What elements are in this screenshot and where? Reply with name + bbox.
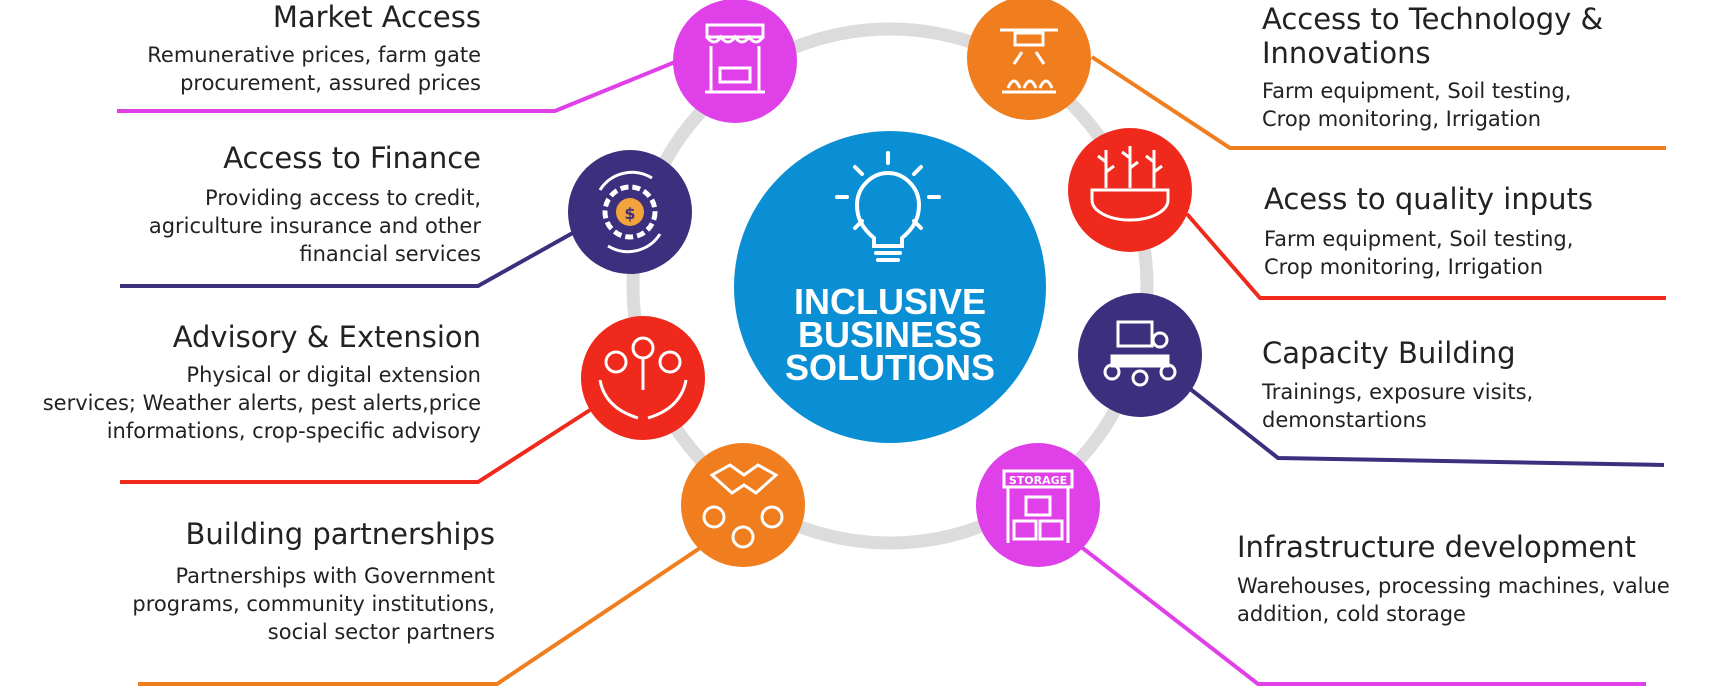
technology-desc-line2: Crop monitoring, Irrigation [1262, 107, 1542, 131]
partnerships-block: Building partnerships Partnerships with … [15, 517, 495, 646]
lightbulb-icon [835, 151, 941, 262]
finance-title: Access to Finance [223, 141, 481, 175]
center-circle [734, 131, 1046, 443]
connector-finance [120, 228, 579, 288]
connector-technology [1090, 55, 1666, 150]
market-access-block: Market Access Remunerative prices, farm … [21, 0, 481, 97]
partnerships-desc-line1: Partnerships with Government [175, 564, 495, 588]
capacity-desc-line1: Trainings, exposure visits, [1262, 380, 1534, 404]
inputs-desc-line1: Farm equipment, Soil testing, [1264, 227, 1574, 251]
technology-title-line1: Access to Technology & [1262, 2, 1604, 36]
market-access-desc-line2: procurement, assured prices [180, 71, 481, 95]
technology-block: Access to Technology & Innovations Farm … [1262, 2, 1702, 133]
capacity-block: Capacity Building Trainings, exposure vi… [1262, 336, 1702, 434]
infrastructure-desc-line1: Warehouses, processing machines, value [1237, 574, 1670, 598]
connector-inputs [1185, 212, 1666, 300]
technology-desc-line1: Farm equipment, Soil testing, [1262, 79, 1572, 103]
storage-icon: STORAGE [976, 443, 1100, 567]
finance-desc-line2: agriculture insurance and other [148, 214, 481, 238]
finance-block: Access to Finance Providing access to cr… [1, 141, 481, 268]
connector-partnerships [138, 546, 702, 686]
plants-gear-icon [1068, 128, 1192, 252]
infrastructure-desc-line2: addition, cold storage [1237, 602, 1466, 626]
center-title-line3: SOLUTIONS [785, 347, 995, 388]
finance-desc-line3: financial services [299, 242, 481, 266]
drone-icon [967, 0, 1091, 120]
market-stall-icon [673, 0, 797, 123]
finance-gear-icon: $ [568, 150, 692, 274]
outer-ring [626, 22, 1154, 550]
center-title-line1: INCLUSIVE [794, 281, 986, 322]
center-title-line2: BUSINESS [798, 314, 982, 355]
training-icon [1078, 293, 1202, 417]
partnerships-desc-line3: social sector partners [267, 620, 495, 644]
advisory-desc-line1: Physical or digital extension [186, 363, 481, 387]
connector-advisory [120, 408, 592, 484]
advisory-desc-line2: services; Weather alerts, pest alerts,pr… [42, 391, 481, 415]
finance-desc-line1: Providing access to credit, [205, 186, 481, 210]
inputs-desc-line2: Crop monitoring, Irrigation [1264, 255, 1544, 279]
connector-capacity [1187, 386, 1665, 467]
market-access-title: Market Access [272, 0, 481, 34]
capacity-desc-line2: demonstartions [1262, 408, 1427, 432]
people-hands-icon [581, 316, 705, 440]
connector-infrastructure [1078, 544, 1646, 686]
capacity-title: Capacity Building [1262, 336, 1516, 370]
infrastructure-block: Infrastructure development Warehouses, p… [1237, 530, 1713, 628]
infrastructure-title: Infrastructure development [1237, 530, 1636, 564]
advisory-block: Advisory & Extension Physical or digital… [0, 320, 481, 445]
market-access-desc-line1: Remunerative prices, farm gate [147, 43, 481, 67]
svg-text:$: $ [624, 204, 635, 223]
partnerships-desc-line2: programs, community institutions, [132, 592, 495, 616]
handshake-icon [681, 443, 805, 567]
partnerships-title: Building partnerships [185, 517, 495, 551]
inputs-block: Acess to quality inputs Farm equipment, … [1264, 182, 1704, 281]
advisory-title: Advisory & Extension [172, 320, 481, 354]
technology-title-line2: Innovations [1262, 36, 1431, 70]
advisory-desc-line3: informations, crop-specific advisory [106, 419, 481, 443]
connector-market-access [117, 58, 681, 113]
inputs-title: Acess to quality inputs [1264, 182, 1594, 216]
storage-badge: STORAGE [1009, 474, 1067, 487]
